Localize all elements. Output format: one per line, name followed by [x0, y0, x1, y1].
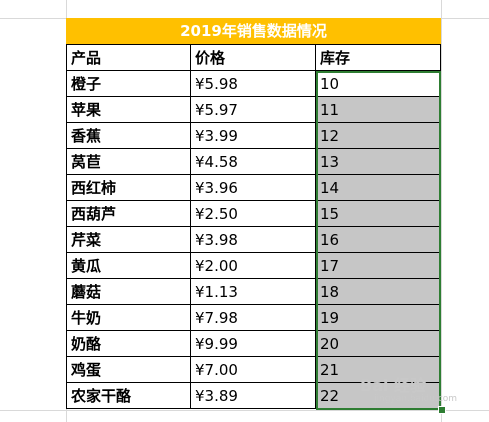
header-stock[interactable]: 库存: [316, 45, 441, 71]
table-row: 芹菜 ¥3.98 16: [66, 227, 441, 253]
cell-product[interactable]: 芹菜: [66, 227, 191, 253]
table-row: 橙子 ¥5.98 10: [66, 71, 441, 97]
cell-product[interactable]: 黄瓜: [66, 253, 191, 279]
cell-price[interactable]: ¥9.99: [191, 331, 316, 357]
cell-price[interactable]: ¥3.99: [191, 123, 316, 149]
cell-stock[interactable]: 14: [316, 175, 441, 201]
grid-hline: [0, 410, 489, 411]
table-row: 苹果 ¥5.97 11: [66, 97, 441, 123]
table-row: 牛奶 ¥7.98 19: [66, 305, 441, 331]
fill-handle[interactable]: [438, 406, 446, 414]
cell-stock[interactable]: 18: [316, 279, 441, 305]
cell-product[interactable]: 蘑菇: [66, 279, 191, 305]
cell-stock[interactable]: 13: [316, 149, 441, 175]
watermark-main: Bai 经验: [360, 376, 427, 395]
table-row: 奶酪 ¥9.99 20: [66, 331, 441, 357]
cell-product[interactable]: 橙子: [66, 71, 191, 97]
cell-product[interactable]: 奶酪: [66, 331, 191, 357]
cell-price[interactable]: ¥5.98: [191, 71, 316, 97]
cell-price[interactable]: ¥2.50: [191, 201, 316, 227]
watermark-sub: jingyan.baidu.com: [374, 394, 458, 404]
table-row: 黄瓜 ¥2.00 17: [66, 253, 441, 279]
baidu-watermark: Bai 经验 jingyan.baidu.com: [360, 372, 457, 404]
cell-stock[interactable]: 10: [316, 71, 441, 97]
cell-product[interactable]: 香蕉: [66, 123, 191, 149]
cell-price[interactable]: ¥1.13: [191, 279, 316, 305]
cell-price[interactable]: ¥5.97: [191, 97, 316, 123]
cell-stock[interactable]: 20: [316, 331, 441, 357]
cell-stock[interactable]: 11: [316, 97, 441, 123]
cell-product[interactable]: 农家干酪: [66, 383, 191, 409]
grid-vline: [441, 0, 442, 422]
cell-product[interactable]: 莴苣: [66, 149, 191, 175]
cell-product[interactable]: 牛奶: [66, 305, 191, 331]
cell-price[interactable]: ¥4.58: [191, 149, 316, 175]
header-row: 产品 价格 库存: [66, 45, 441, 71]
cell-stock[interactable]: 21: [316, 357, 441, 383]
cell-product[interactable]: 鸡蛋: [66, 357, 191, 383]
cell-stock[interactable]: 17: [316, 253, 441, 279]
table-row: 蘑菇 ¥1.13 18: [66, 279, 441, 305]
cell-stock[interactable]: 12: [316, 123, 441, 149]
table-row: 农家干酪 ¥3.89 22: [66, 383, 441, 409]
header-price[interactable]: 价格: [191, 45, 316, 71]
cell-stock[interactable]: 16: [316, 227, 441, 253]
table-row: 西葫芦 ¥2.50 15: [66, 201, 441, 227]
header-product[interactable]: 产品: [66, 45, 191, 71]
cell-product[interactable]: 西红柿: [66, 175, 191, 201]
table-row: 鸡蛋 ¥7.00 21: [66, 357, 441, 383]
cell-price[interactable]: ¥7.98: [191, 305, 316, 331]
cell-stock[interactable]: 19: [316, 305, 441, 331]
cell-price[interactable]: ¥2.00: [191, 253, 316, 279]
table-title[interactable]: 2019年销售数据情况: [66, 18, 441, 45]
cell-product[interactable]: 西葫芦: [66, 201, 191, 227]
cell-price[interactable]: ¥3.98: [191, 227, 316, 253]
cell-product[interactable]: 苹果: [66, 97, 191, 123]
table-row: 莴苣 ¥4.58 13: [66, 149, 441, 175]
cell-stock[interactable]: 15: [316, 201, 441, 227]
table-row: 香蕉 ¥3.99 12: [66, 123, 441, 149]
table-row: 西红柿 ¥3.96 14: [66, 175, 441, 201]
cell-price[interactable]: ¥3.96: [191, 175, 316, 201]
cell-price[interactable]: ¥7.00: [191, 357, 316, 383]
cell-price[interactable]: ¥3.89: [191, 383, 316, 409]
